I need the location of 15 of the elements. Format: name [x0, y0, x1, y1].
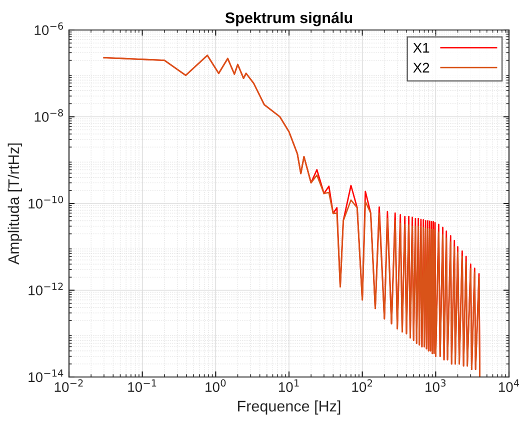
y-tick-label: 10$^{−6}$ [34, 22, 64, 36]
x-tick-label: 10$^{3}$ [426, 379, 446, 392]
x-tick-label: 10$^{−1}$ [128, 379, 156, 392]
x-tick-label: 10$^{4}$ [498, 379, 519, 392]
chart-title: Spektrum signálu [225, 12, 352, 26]
x-tick-label: 10$^{1}$ [278, 379, 299, 392]
x-axis-title: Frequence [Hz] [238, 400, 340, 415]
x-tick-label: 10$^{0}$ [206, 379, 226, 392]
y-tick-label: 10$^{−10}$ [28, 196, 64, 209]
y-axis-title: Amplituda [T/rtHz] [8, 143, 22, 265]
x-tick-label: 10$^{2}$ [352, 379, 372, 392]
y-tick-label: 10$^{−12}$ [28, 282, 63, 296]
legend-label: X2 [413, 62, 430, 72]
y-tick-label: 10$^{−8}$ [34, 109, 63, 122]
legend-label: X1 [413, 43, 430, 53]
